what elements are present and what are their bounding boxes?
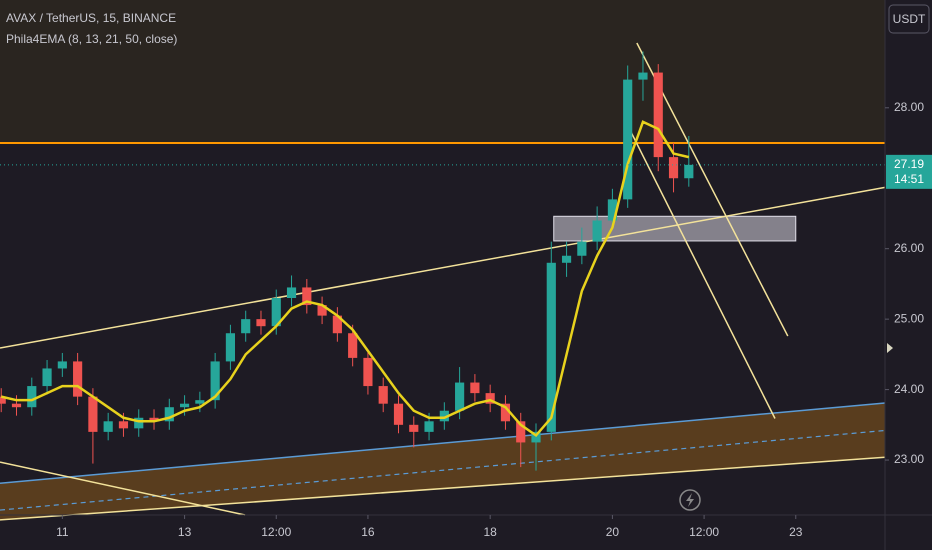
candle-body — [149, 417, 159, 422]
candle-body — [516, 421, 526, 443]
candle-body — [42, 368, 52, 387]
trend-line — [0, 456, 886, 521]
candle-body — [378, 386, 388, 404]
candle-body — [317, 305, 327, 316]
trend-line — [0, 402, 886, 485]
candle-body — [179, 403, 190, 408]
x-tick-label: 23 — [789, 525, 803, 539]
trend-line — [0, 461, 246, 516]
y-tick-label: 24.00 — [894, 382, 924, 396]
candle-body — [210, 361, 220, 401]
candle-body — [118, 421, 129, 429]
resistance-zone — [0, 0, 885, 144]
candle-body — [668, 157, 679, 179]
lightning-icon[interactable] — [679, 489, 701, 511]
candle-body — [684, 164, 694, 179]
candle-body — [592, 220, 602, 242]
candle-body — [271, 298, 281, 327]
y-tick-label: 23.00 — [894, 452, 924, 466]
candle-body — [302, 287, 312, 306]
x-tick-label: 12:00 — [689, 525, 719, 539]
candle-body — [363, 357, 373, 387]
candle-body — [409, 424, 419, 432]
candle-body — [531, 431, 541, 443]
candle-body — [348, 333, 358, 358]
candle-body — [607, 199, 617, 221]
candle-body — [500, 403, 511, 422]
candle-body — [57, 361, 67, 369]
currency-label[interactable]: USDT — [893, 12, 926, 26]
axes: 23.00 24.00 25.00 26.00 28.00 11 13 12:00 16 18 20… — [56, 100, 932, 539]
candle-body — [393, 403, 404, 425]
candle-body — [653, 72, 663, 158]
candle-body — [103, 421, 113, 432]
y-tick-label: 25.00 — [894, 311, 924, 325]
candle-body — [638, 72, 648, 80]
plot — [0, 42, 886, 521]
axis-marker — [887, 343, 893, 353]
candle-body — [439, 410, 449, 422]
countdown: 14:51 — [894, 172, 924, 186]
x-tick-label: 12:00 — [261, 525, 291, 539]
x-tick-label: 16 — [361, 525, 375, 539]
candle-body — [485, 393, 495, 404]
candle-body — [561, 255, 572, 263]
trend-line — [0, 186, 886, 349]
candle-body — [134, 417, 144, 429]
candle-body — [27, 386, 37, 408]
trend-line — [0, 429, 886, 511]
price-label: 27.19 — [894, 157, 924, 171]
candle-body — [455, 382, 465, 411]
x-tick-label: 13 — [178, 525, 192, 539]
candle-body — [73, 361, 83, 397]
lightning-glyph — [686, 493, 694, 507]
chart-title: AVAX / TetherUS, 15, BINANCE — [6, 11, 176, 25]
candle-body — [225, 333, 236, 362]
x-tick-label: 20 — [606, 525, 620, 539]
x-tick-label: 18 — [483, 525, 497, 539]
candle-body — [424, 421, 434, 432]
candle-body — [577, 241, 587, 256]
x-tick-label: 11 — [56, 525, 69, 539]
candle-body — [470, 382, 480, 394]
candle-body — [286, 287, 297, 299]
candle-body — [0, 396, 6, 404]
candle-body — [256, 319, 266, 327]
candle-body — [195, 400, 205, 404]
price-label-box — [886, 154, 932, 189]
candle-body — [623, 79, 633, 200]
candle-body — [546, 262, 556, 432]
trend-line — [627, 125, 776, 419]
y-tick-label: 28.00 — [894, 100, 924, 114]
currency-button[interactable] — [888, 4, 930, 34]
ema-line — [0, 120, 690, 438]
candle-body — [241, 319, 251, 334]
candle-body — [164, 407, 174, 422]
y-tick-label: 26.00 — [894, 241, 924, 255]
candle-body — [332, 315, 342, 334]
candle-body — [11, 403, 22, 408]
indicator-label: Phila4EMA (8, 13, 21, 50, close) — [6, 32, 177, 46]
channel-fill — [0, 402, 885, 520]
candle-body — [88, 396, 98, 432]
